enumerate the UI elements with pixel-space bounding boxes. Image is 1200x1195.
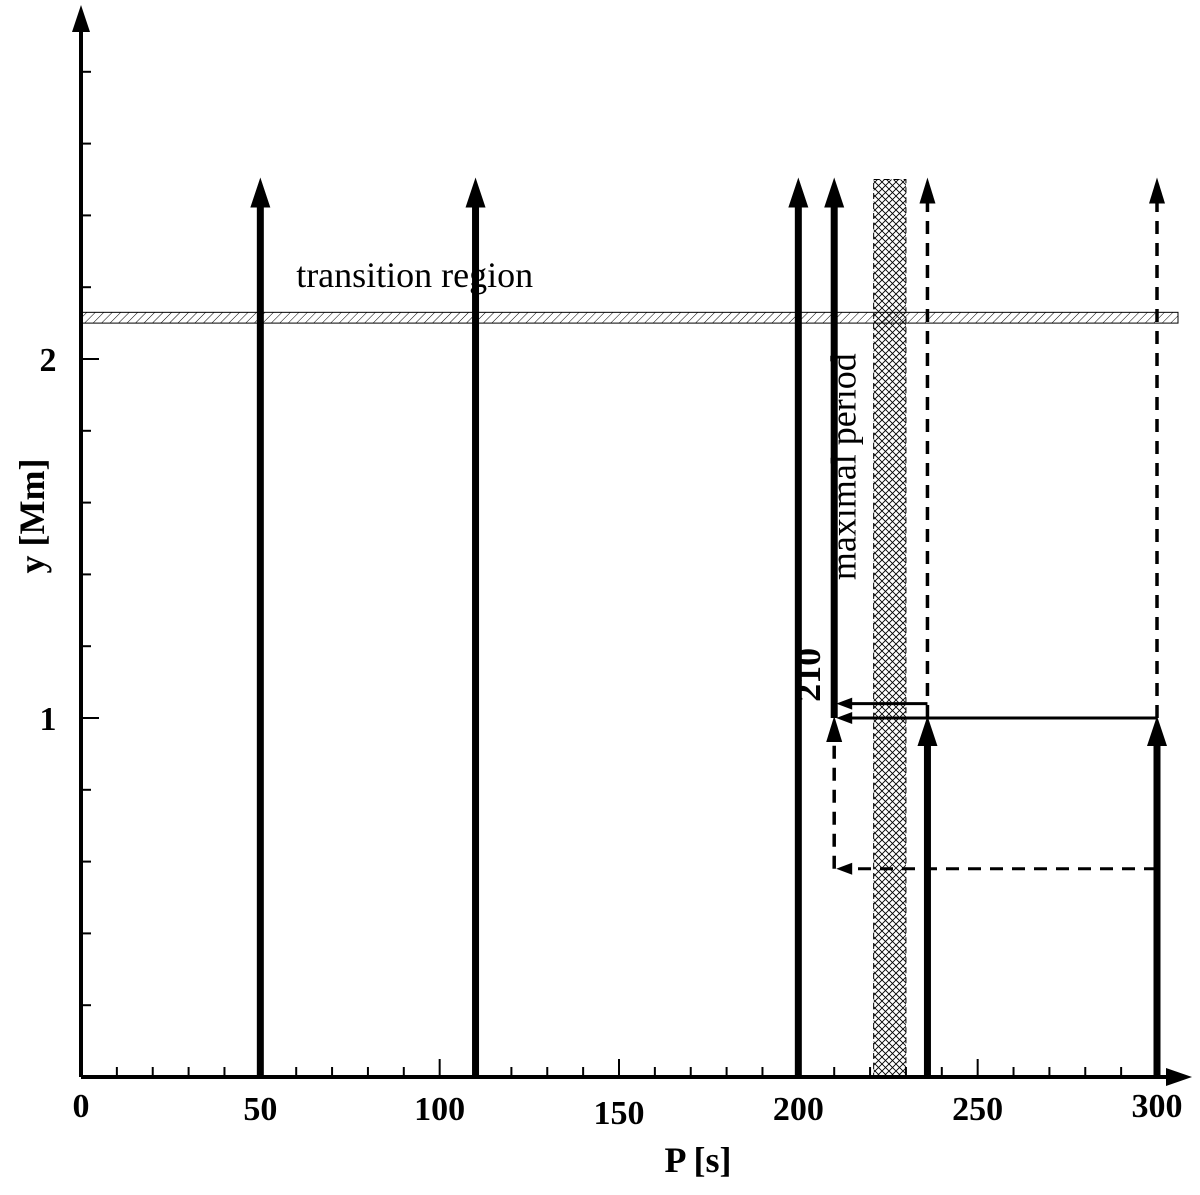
solid-arrow-head xyxy=(250,177,271,208)
x-tick-label: 150 xyxy=(594,1095,645,1132)
y-tick-label: 1 xyxy=(40,701,57,738)
x-tick-label: 200 xyxy=(773,1091,824,1128)
solid-arrow-head xyxy=(788,177,809,208)
solid-arrow-head xyxy=(917,716,938,746)
solid-connector-arrowhead xyxy=(836,697,853,710)
x-tick-label: 250 xyxy=(952,1091,1003,1128)
dashed-arrow-head xyxy=(919,177,936,204)
x-tick-label: 0 xyxy=(73,1088,90,1125)
x-axis-title: P [s] xyxy=(665,1140,732,1180)
dashed-arrow-head xyxy=(1149,177,1165,204)
y-axis-title: y [Mm] xyxy=(12,459,52,574)
x-tick-label: 300 xyxy=(1132,1088,1183,1125)
value-annotation: 210 xyxy=(788,648,828,702)
maximal-period-label: maximal period xyxy=(824,353,864,580)
transition-region-label: transition region xyxy=(296,255,533,295)
marks-layer xyxy=(250,177,1167,1077)
x-tick-label: 50 xyxy=(243,1091,277,1128)
x-tick-label: 100 xyxy=(414,1091,465,1128)
x-axis-arrowhead xyxy=(1166,1068,1192,1086)
transition-region-band xyxy=(80,311,1179,324)
text-layer: 0 50 100 150 200 250 300 1 2 P [s] y [Mm] transitio… xyxy=(12,255,1183,1180)
solid-arrow-head xyxy=(824,177,845,208)
bands-layer xyxy=(80,179,1179,1078)
solid-arrow-head xyxy=(1147,716,1167,746)
dashed-connector-arrowhead xyxy=(836,862,853,875)
solid-arrow-head xyxy=(465,177,486,208)
y-tick-label: 2 xyxy=(40,342,57,379)
dashed-arrow-head xyxy=(826,716,843,742)
axes-layer xyxy=(72,5,1192,1086)
solid-connector-arrowhead xyxy=(836,712,853,724)
maximal-period-band xyxy=(873,179,907,1078)
y-axis-arrowhead xyxy=(72,5,90,32)
